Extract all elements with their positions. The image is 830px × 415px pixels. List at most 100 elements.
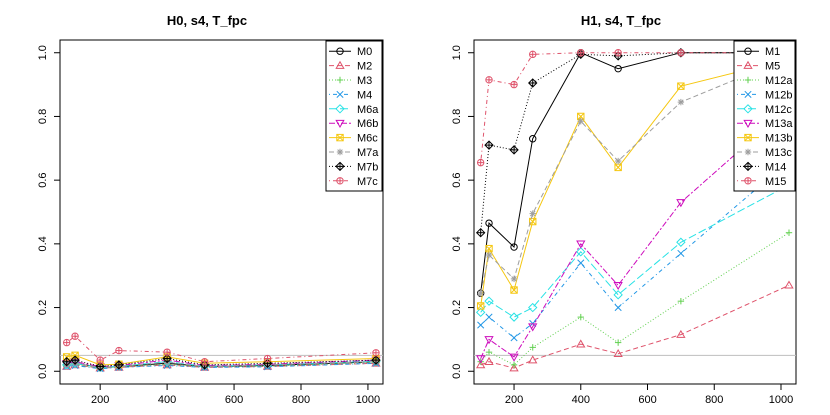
y-tick-label: 0.0 — [451, 364, 463, 379]
legend-label: M13b — [765, 133, 793, 145]
series-line — [480, 57, 790, 294]
x-tick-label: 800 — [705, 394, 723, 406]
legend-label: M13a — [765, 118, 793, 130]
plot-frame — [473, 39, 797, 385]
data-point — [62, 338, 71, 347]
data-point — [510, 334, 518, 342]
data-point — [510, 361, 518, 369]
legend-label: M2 — [357, 61, 372, 73]
data-point — [614, 64, 622, 73]
x-tick-label: 200 — [505, 394, 523, 406]
data-point — [677, 82, 685, 90]
chart-title: H0, s4, T_fpc — [167, 13, 247, 28]
data-point — [485, 348, 493, 356]
series-line — [66, 359, 377, 368]
data-point — [677, 297, 685, 305]
legend-marker — [743, 161, 753, 172]
legend-item: M6a — [329, 104, 379, 116]
data-point — [677, 49, 685, 57]
series-line — [480, 52, 789, 294]
data-point — [677, 249, 685, 257]
data-point — [577, 313, 584, 321]
legend-item: M6b — [329, 118, 378, 130]
data-point — [529, 210, 536, 217]
data-point — [528, 355, 538, 364]
data-point — [528, 323, 538, 332]
series-line — [66, 357, 377, 368]
chart-panel-h0: H0, s4, T_fpc 200 400 600 800 1000 0.0 0.2 0.4 0… — [37, 13, 384, 406]
legend-item: M6c — [329, 133, 378, 145]
series-line — [480, 160, 790, 339]
data-point — [613, 281, 623, 291]
series-m7c — [62, 332, 380, 366]
data-point — [61, 356, 72, 367]
data-point — [614, 163, 622, 172]
series-line — [480, 52, 789, 233]
legend-label: M5 — [765, 61, 780, 73]
data-point — [785, 229, 793, 236]
legend-label: M6c — [357, 133, 378, 145]
y-tick-label: 0.2 — [37, 300, 49, 315]
legend-marker — [336, 76, 344, 84]
series-line — [66, 335, 377, 363]
data-point — [576, 339, 586, 348]
legend-label: M0 — [357, 46, 372, 58]
data-point — [114, 360, 124, 370]
data-point — [485, 313, 493, 321]
data-point — [475, 227, 486, 238]
data-point — [613, 290, 623, 300]
data-point — [577, 49, 585, 57]
data-point — [485, 219, 493, 227]
series-line — [480, 58, 790, 307]
data-point — [484, 336, 494, 345]
legend-label: M7c — [357, 176, 378, 188]
legend-marker — [744, 148, 752, 156]
legend-item: M13b — [737, 133, 793, 145]
chart-title: H1, s4, T_fpc — [581, 13, 661, 28]
legend-item: M13a — [737, 118, 793, 130]
data-point — [485, 251, 493, 259]
data-point — [510, 243, 518, 251]
data-point — [614, 157, 622, 165]
legend-marker — [336, 177, 344, 185]
legend-item: M12b — [737, 89, 793, 101]
data-point — [529, 135, 537, 143]
data-point — [509, 363, 519, 372]
legend-item: M14 — [737, 161, 786, 173]
data-point — [71, 332, 79, 340]
data-point — [475, 307, 486, 318]
legend-item: M7c — [329, 176, 378, 188]
legend-item: M3 — [329, 75, 372, 87]
data-point — [200, 358, 209, 366]
y-tick-label: 1.0 — [37, 45, 49, 60]
data-point — [529, 50, 537, 59]
legend-marker — [335, 161, 345, 172]
y-tick-label: 0.2 — [451, 300, 463, 315]
legend-label: M12c — [765, 104, 792, 116]
data-point — [676, 199, 686, 208]
legend-item: M7a — [329, 147, 379, 159]
legend-marker — [336, 90, 344, 98]
data-point — [263, 354, 272, 363]
series-line — [480, 52, 789, 163]
series-line — [66, 361, 377, 369]
x-tick-label: 400 — [572, 394, 590, 406]
legend-item: M7b — [329, 161, 378, 173]
x-tick-label: 1000 — [356, 394, 380, 406]
data-point — [509, 312, 519, 322]
data-point — [476, 302, 485, 310]
data-point — [529, 217, 537, 226]
data-point — [477, 290, 484, 297]
data-point — [485, 76, 493, 84]
legend-marker — [335, 119, 345, 129]
legend-label: M6b — [357, 118, 378, 130]
legend-label: M6a — [357, 104, 379, 116]
data-point — [614, 304, 622, 312]
legend-marker — [335, 104, 345, 114]
legend: M0 M2 M3 M4 M6a M6b M6c M7a M7b M7c — [325, 40, 383, 192]
data-point — [476, 355, 486, 364]
x-tick-label: 600 — [225, 394, 243, 406]
chart-panel-h1: H1, s4, T_fpc 200 400 600 800 1000 0.0 0.2 0.4 0… — [451, 13, 797, 406]
y-tick-label: 0.8 — [37, 109, 49, 124]
